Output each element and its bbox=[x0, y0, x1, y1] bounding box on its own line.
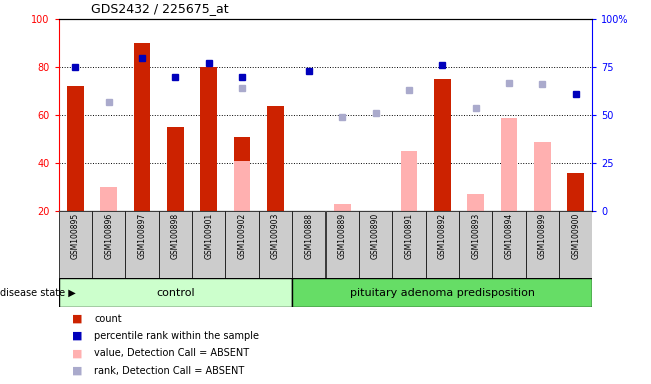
Text: GSM100894: GSM100894 bbox=[505, 213, 514, 259]
Text: GSM100900: GSM100900 bbox=[571, 213, 580, 259]
Text: disease state ▶: disease state ▶ bbox=[0, 288, 76, 298]
Text: GSM100888: GSM100888 bbox=[304, 213, 313, 258]
Bar bbox=[434, 79, 450, 211]
Text: percentile rank within the sample: percentile rank within the sample bbox=[94, 331, 259, 341]
Text: GSM100890: GSM100890 bbox=[371, 213, 380, 259]
Text: GSM100901: GSM100901 bbox=[204, 213, 214, 259]
Text: GSM100897: GSM100897 bbox=[137, 213, 146, 259]
Bar bbox=[334, 204, 350, 211]
Bar bbox=[292, 211, 326, 278]
Bar bbox=[167, 127, 184, 211]
Bar bbox=[359, 211, 392, 278]
Bar bbox=[258, 211, 292, 278]
Bar bbox=[426, 211, 459, 278]
Bar bbox=[125, 211, 159, 278]
Text: GSM100892: GSM100892 bbox=[437, 213, 447, 259]
Bar bbox=[392, 211, 426, 278]
Text: GSM100898: GSM100898 bbox=[171, 213, 180, 259]
Bar bbox=[559, 211, 592, 278]
Bar bbox=[568, 173, 584, 211]
Text: value, Detection Call = ABSENT: value, Detection Call = ABSENT bbox=[94, 348, 249, 358]
Text: GSM100891: GSM100891 bbox=[404, 213, 413, 259]
Text: GDS2432 / 225675_at: GDS2432 / 225675_at bbox=[91, 2, 229, 15]
Bar bbox=[159, 211, 192, 278]
Bar bbox=[192, 211, 225, 278]
Bar bbox=[92, 211, 125, 278]
Bar bbox=[133, 43, 150, 211]
Text: ■: ■ bbox=[72, 314, 82, 324]
Text: ■: ■ bbox=[72, 348, 82, 358]
Bar bbox=[467, 194, 484, 211]
Bar bbox=[100, 187, 117, 211]
Bar bbox=[201, 67, 217, 211]
Text: ■: ■ bbox=[72, 331, 82, 341]
Bar bbox=[234, 161, 251, 211]
Text: GSM100896: GSM100896 bbox=[104, 213, 113, 259]
Text: rank, Detection Call = ABSENT: rank, Detection Call = ABSENT bbox=[94, 366, 245, 376]
Bar bbox=[59, 211, 92, 278]
Bar bbox=[400, 151, 417, 211]
Bar bbox=[534, 142, 551, 211]
Bar bbox=[225, 211, 258, 278]
Bar bbox=[525, 211, 559, 278]
Bar bbox=[67, 86, 83, 211]
Text: GSM100899: GSM100899 bbox=[538, 213, 547, 259]
Text: GSM100893: GSM100893 bbox=[471, 213, 480, 259]
Text: ■: ■ bbox=[72, 366, 82, 376]
Text: GSM100902: GSM100902 bbox=[238, 213, 247, 259]
Bar bbox=[492, 211, 525, 278]
Bar bbox=[326, 211, 359, 278]
Bar bbox=[59, 278, 292, 307]
Text: count: count bbox=[94, 314, 122, 324]
Text: pituitary adenoma predisposition: pituitary adenoma predisposition bbox=[350, 288, 534, 298]
Text: GSM100889: GSM100889 bbox=[338, 213, 347, 259]
Text: GSM100903: GSM100903 bbox=[271, 213, 280, 259]
Bar bbox=[501, 118, 518, 211]
Text: GSM100895: GSM100895 bbox=[71, 213, 80, 259]
Bar bbox=[292, 278, 592, 307]
Bar bbox=[234, 137, 251, 211]
Text: control: control bbox=[156, 288, 195, 298]
Bar bbox=[267, 106, 284, 211]
Bar bbox=[459, 211, 492, 278]
